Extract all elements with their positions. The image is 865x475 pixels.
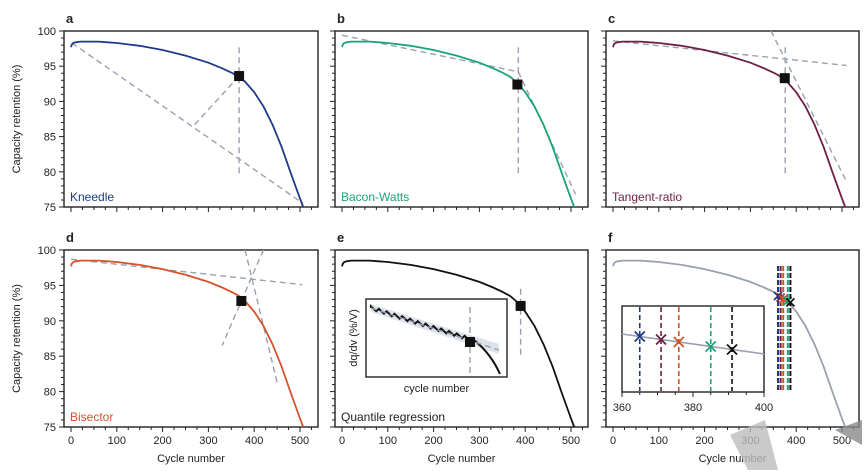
x-tick-label: 200 — [695, 435, 713, 447]
guide-line — [70, 258, 303, 286]
plot-frame — [334, 249, 589, 428]
y-tick-label: 100 — [38, 26, 56, 38]
quantile-fit-line — [370, 307, 500, 351]
panel-a: a 75 80 85 90 95 100 Capacity retention (%) Knee… — [11, 11, 319, 214]
inset-x-tick-label: 380 — [684, 402, 702, 414]
x-tick-label: 200 — [153, 435, 171, 447]
y-axis-label: Capacity retention (%) — [11, 65, 23, 174]
x-tick-label: 0 — [339, 435, 345, 447]
inset-x-tick-label: 360 — [613, 402, 631, 414]
x-tick-label: 100 — [379, 435, 397, 447]
x-tick-label: 500 — [291, 435, 309, 447]
y-tick-label: 90 — [44, 96, 56, 108]
x-tick-label: 300 — [199, 435, 217, 447]
capacity-curve — [612, 259, 847, 428]
inset-frame — [621, 305, 765, 393]
plot-frame — [605, 249, 860, 428]
guide-line — [770, 30, 848, 182]
panel-label: f — [608, 230, 613, 245]
x-tick-label: 200 — [424, 435, 442, 447]
x-tick-label: 300 — [470, 435, 488, 447]
x-axis-label: Cycle number — [428, 453, 496, 465]
y-tick-label: 95 — [44, 61, 56, 73]
panel-d: d 75 80 85 90 95 100 Capacity retention (%) 0 100… — [11, 230, 319, 465]
method-label: Bacon-Watts — [341, 190, 409, 204]
watermark-shape — [835, 420, 862, 445]
capacity-curve — [341, 40, 576, 208]
knee-marker — [779, 73, 790, 84]
inset-knee-marker — [465, 337, 475, 347]
guide-line — [612, 40, 847, 67]
y-tick-label: 100 — [38, 245, 56, 257]
y-tick-label: 95 — [44, 280, 56, 292]
y-tick-label: 75 — [44, 422, 56, 434]
panel-label: e — [337, 230, 344, 245]
guide-line — [517, 71, 577, 195]
y-tick-label: 85 — [44, 351, 56, 363]
plot-frame — [605, 30, 860, 208]
x-tick-label: 100 — [650, 435, 668, 447]
x-tick-label: 400 — [787, 435, 805, 447]
capacity-curve — [341, 259, 576, 428]
x-axis-label: Cycle number — [157, 453, 225, 465]
y-tick-label: 90 — [44, 316, 56, 328]
watermark-shape — [730, 420, 778, 470]
y-tick-label: 80 — [44, 387, 56, 399]
x-tick-label: 0 — [68, 435, 74, 447]
guide-line — [194, 75, 240, 126]
plot-frame — [63, 249, 319, 428]
panel-c: c Tangent-ratio — [601, 11, 860, 212]
method-label: Quantile regression — [341, 410, 445, 424]
plot-frame — [334, 30, 589, 208]
inset-curve — [621, 333, 765, 355]
capacity-curve — [70, 259, 305, 428]
x-tick-label: 100 — [108, 435, 126, 447]
guide-line — [71, 42, 304, 205]
x-tick-label: 400 — [516, 435, 534, 447]
inset-x-label: cycle number — [404, 383, 470, 395]
x-tick-label: 500 — [562, 435, 580, 447]
plot-frame — [63, 30, 319, 208]
panel-label: a — [66, 11, 74, 26]
x-tick-label: 400 — [245, 435, 263, 447]
knee-marker — [512, 79, 523, 90]
knee-marker — [234, 71, 245, 82]
inset-x-tick-label: 400 — [755, 402, 773, 414]
knee-marker — [236, 295, 247, 306]
panel-e: e 0 100 200 300 400 500 Cycle number Quantile re… — [330, 230, 589, 465]
y-tick-label: 85 — [44, 132, 56, 144]
panel-label: b — [337, 11, 345, 26]
guide-line — [244, 249, 278, 383]
x-tick-label: 0 — [610, 435, 616, 447]
capacity-curve — [612, 40, 847, 208]
inset-knee-cross — [673, 336, 685, 348]
knee-cross — [785, 297, 796, 308]
inset-knee-cross — [655, 333, 667, 346]
method-label: Kneedle — [70, 190, 114, 204]
inset-zoom: 360 380 400 — [613, 305, 773, 414]
knee-marker — [515, 300, 526, 311]
inset-y-label: dq/dv (%/V) — [348, 309, 360, 366]
inset-dqdv: cycle number dq/dv (%/V) — [348, 298, 508, 395]
y-tick-label: 80 — [44, 167, 56, 179]
method-label: Tangent-ratio — [612, 190, 682, 204]
panel-label: c — [608, 11, 615, 26]
inset-knee-cross — [705, 340, 717, 353]
method-label: Bisector — [70, 410, 113, 424]
y-axis-label: Capacity retention (%) — [11, 284, 23, 393]
panel-b: b Bacon-Watts — [330, 11, 589, 212]
inset-knee-cross — [634, 330, 646, 343]
capacity-curve — [70, 40, 305, 208]
x-tick-label: 500 — [833, 435, 851, 447]
inset-knee-cross — [726, 343, 738, 356]
y-tick-label: 75 — [44, 202, 56, 214]
panel-label: d — [66, 230, 74, 245]
